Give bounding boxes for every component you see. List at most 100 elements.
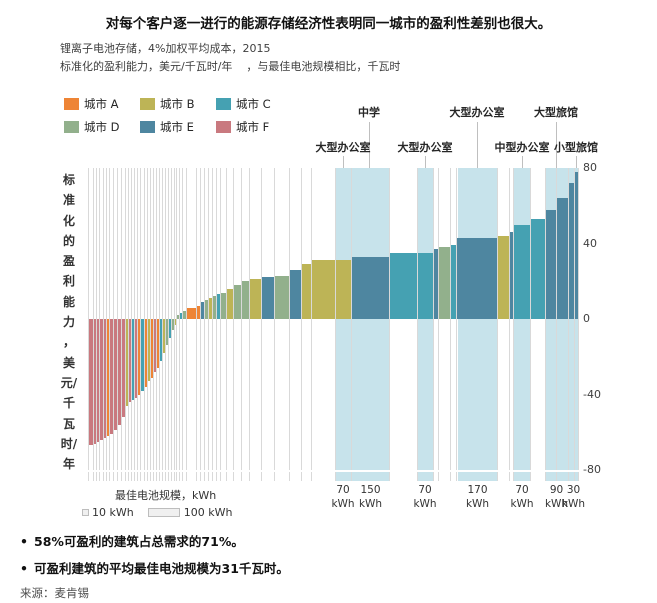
profitability-bar: [104, 319, 106, 438]
profitability-bar: [434, 249, 438, 319]
strip-separator-line: [147, 472, 148, 481]
highlight-column: [569, 168, 578, 470]
profitability-bar: [227, 288, 233, 319]
bar-separator-line: [131, 168, 132, 470]
strip-separator-line: [509, 472, 510, 481]
strip-separator-line: [513, 472, 514, 481]
chart-subtitle-units: 标准化的盈利能力，美元/千瓦时/年 ，与最佳电池规模相比，千瓦时: [60, 60, 401, 73]
profitability-bar: [418, 252, 433, 319]
bar-separator-line: [121, 168, 122, 470]
strip-separator-line: [568, 472, 569, 481]
strip-separator-line: [88, 472, 89, 481]
profitability-bar: [510, 232, 513, 319]
strip-separator-line: [134, 472, 135, 481]
takeaway-bullet-1: • 58%可盈利的建筑占总需求的71%。: [20, 531, 244, 550]
strip-separator-line: [216, 472, 217, 481]
bar-separator-line: [574, 168, 575, 470]
battery-100kwh-swatch: [147, 508, 180, 517]
highlight-column: [458, 168, 497, 470]
bar-separator-line: [156, 168, 157, 470]
y-tick-label: 0: [583, 312, 590, 325]
battery-size-value: 70 kWh: [331, 484, 355, 510]
strip-separator-line: [176, 472, 177, 481]
profitability-bar: [175, 319, 176, 325]
profitability-bar: [110, 319, 113, 435]
profitability-bar: [157, 319, 159, 369]
y-axis-title-char: ，: [62, 335, 75, 350]
y-axis-title-char: 时/: [60, 436, 78, 451]
legend-item-city-d: 城市 D: [64, 115, 140, 138]
strip-separator-line: [456, 472, 457, 481]
profitability-bar: [302, 264, 311, 319]
bar-separator-line: [509, 168, 510, 470]
profitability-bar: [177, 315, 179, 319]
takeaway-bullet-2: • 可盈利建筑的平均最佳电池规模为31千瓦时。: [20, 558, 289, 577]
legend-item-city-c: 城市 C: [216, 92, 292, 115]
profitability-bar: [457, 237, 497, 319]
profitability-bar: [498, 235, 509, 319]
bar-separator-line: [301, 168, 302, 470]
bar-separator-line: [159, 168, 160, 470]
strip-separator-line: [196, 472, 197, 481]
y-axis-title-char: 能: [62, 294, 75, 309]
y-axis-title-char: 年: [62, 457, 75, 472]
strip-separator-line: [450, 472, 451, 481]
annotation-tick: [369, 122, 370, 168]
strip-separator-line: [241, 472, 242, 481]
strip-separator-line: [156, 472, 157, 481]
profitability-bar: [118, 319, 121, 425]
profitability-bar: [132, 319, 134, 401]
annotation-tick: [477, 122, 478, 168]
profitability-bar: [172, 319, 174, 331]
strip-separator-line: [249, 472, 250, 481]
strip-separator-line: [212, 472, 213, 481]
strip-separator-line: [144, 472, 145, 481]
profitability-bar: [290, 269, 301, 319]
profitability-bar: [234, 285, 241, 319]
strip-separator-line: [96, 472, 97, 481]
profitability-bar: [154, 319, 156, 372]
bar-separator-line: [220, 168, 221, 470]
strip-separator-line: [162, 472, 163, 481]
city-d-swatch: [64, 120, 79, 133]
bar-separator-line: [96, 168, 97, 470]
y-axis-title-char: 盈: [62, 254, 75, 269]
y-axis-title-char: 千: [62, 396, 75, 411]
highlight-strip-segment: [569, 472, 578, 481]
city-a-swatch: [64, 97, 79, 110]
strip-separator-line: [117, 472, 118, 481]
battery-size-value: 170 kWh: [465, 484, 490, 510]
bar-separator-line: [137, 168, 138, 470]
bar-separator-line: [134, 168, 135, 470]
bar-separator-line: [578, 168, 579, 470]
battery-size-value: 90 kWh: [544, 484, 569, 510]
bar-separator-line: [456, 168, 457, 470]
strip-separator-line: [186, 472, 187, 481]
strip-separator-line: [351, 472, 352, 481]
takeaway-text-1: 58%可盈利的建筑占总需求的71%。: [34, 534, 244, 549]
profitability-bar: [546, 209, 556, 319]
profitability-bar: [89, 319, 93, 446]
strip-separator-line: [171, 472, 172, 481]
annotation-tick: [522, 156, 523, 168]
strip-separator-line: [289, 472, 290, 481]
profitability-bar: [97, 319, 99, 442]
profitability-bar: [163, 319, 165, 353]
profitability-bar: [262, 277, 274, 319]
highlight-column: [352, 168, 389, 470]
profitability-bar: [569, 183, 574, 319]
profitability-bar: [242, 281, 249, 319]
battery-10kwh-label: 10 kWh: [92, 506, 134, 519]
strip-separator-line: [438, 472, 439, 481]
profitability-bar: [148, 319, 150, 382]
strip-separator-line: [433, 472, 434, 481]
strip-separator-line: [182, 472, 183, 481]
profitability-bar: [135, 319, 137, 399]
bar-separator-line: [125, 168, 126, 470]
strip-separator-line: [128, 472, 129, 481]
legend-item-city-b: 城市 B: [140, 92, 216, 115]
annotation-tick: [556, 122, 557, 168]
bar-separator-line: [103, 168, 104, 470]
bar-separator-line: [171, 168, 172, 470]
profitability-bar: [100, 319, 103, 440]
